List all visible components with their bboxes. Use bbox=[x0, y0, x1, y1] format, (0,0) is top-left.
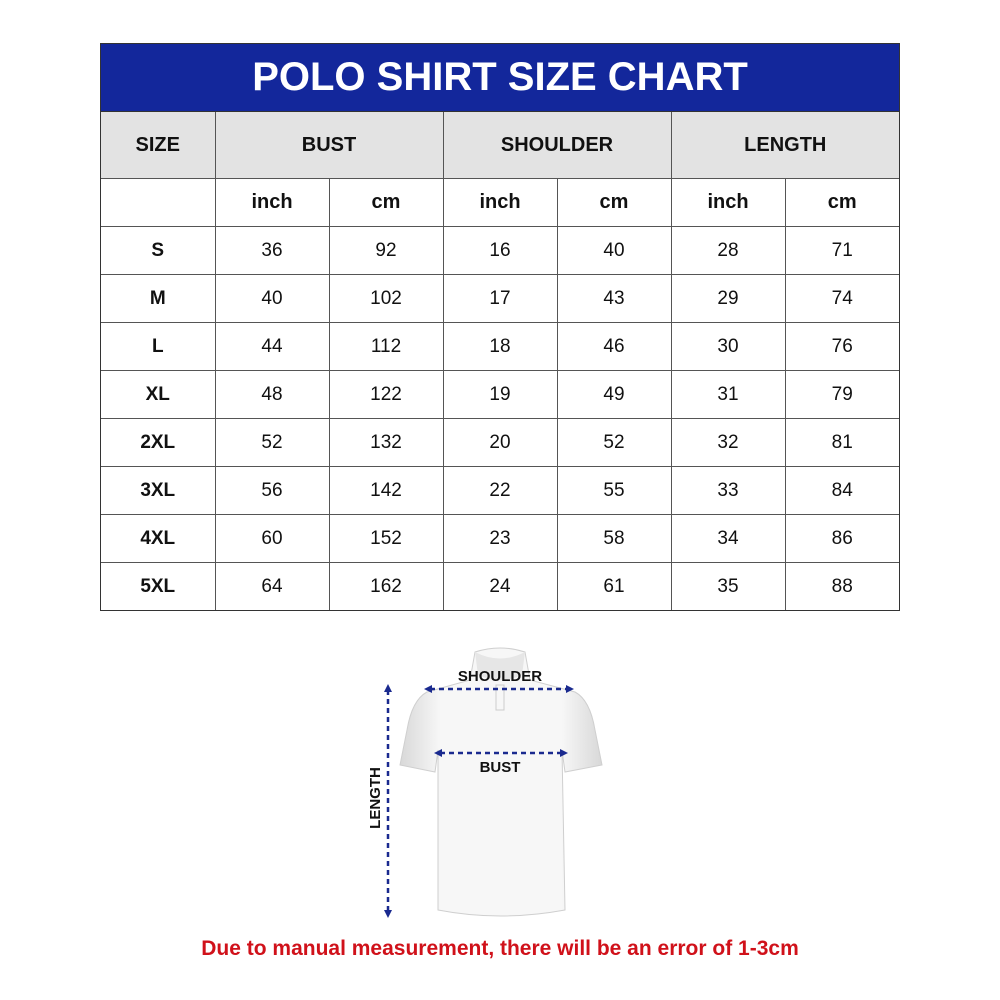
unit-blank bbox=[101, 178, 216, 227]
bust-label: BUST bbox=[480, 759, 521, 776]
unit-row: inch cm inch cm inch cm bbox=[101, 178, 899, 227]
value-cell: 162 bbox=[328, 562, 444, 610]
value-cell: 102 bbox=[328, 274, 444, 323]
value-cell: 76 bbox=[784, 322, 899, 371]
value-cell: 84 bbox=[784, 466, 899, 515]
unit-cell: cm bbox=[328, 178, 444, 227]
value-cell: 28 bbox=[670, 226, 786, 275]
value-cell: 86 bbox=[784, 514, 899, 563]
table-row: 3XL 56 142 22 55 33 84 bbox=[101, 466, 899, 515]
unit-cell: inch bbox=[442, 178, 558, 227]
value-cell: 61 bbox=[556, 562, 672, 610]
value-cell: 60 bbox=[214, 514, 330, 563]
shirt-diagram: SHOULDER BUST LENGTH bbox=[367, 647, 603, 918]
value-cell: 24 bbox=[442, 562, 558, 610]
value-cell: 52 bbox=[214, 418, 330, 467]
measurement-note: Due to manual measurement, there will be… bbox=[201, 937, 799, 960]
table-row: S 36 92 16 40 28 71 bbox=[101, 226, 899, 275]
table-row: 4XL 60 152 23 58 34 86 bbox=[101, 514, 899, 563]
value-cell: 40 bbox=[556, 226, 672, 275]
table-row: XL 48 122 19 49 31 79 bbox=[101, 370, 899, 419]
header-length: LENGTH bbox=[670, 112, 899, 179]
size-cell: L bbox=[101, 322, 216, 371]
value-cell: 88 bbox=[784, 562, 899, 610]
shirt-icon bbox=[399, 647, 603, 917]
value-cell: 152 bbox=[328, 514, 444, 563]
value-cell: 43 bbox=[556, 274, 672, 323]
unit-cell: inch bbox=[214, 178, 330, 227]
value-cell: 55 bbox=[556, 466, 672, 515]
value-cell: 44 bbox=[214, 322, 330, 371]
value-cell: 29 bbox=[670, 274, 786, 323]
size-cell: M bbox=[101, 274, 216, 323]
size-chart: POLO SHIRT SIZE CHART SIZE BUST SHOULDER… bbox=[100, 43, 900, 611]
value-cell: 22 bbox=[442, 466, 558, 515]
length-label: LENGTH bbox=[367, 767, 384, 829]
value-cell: 36 bbox=[214, 226, 330, 275]
value-cell: 30 bbox=[670, 322, 786, 371]
value-cell: 49 bbox=[556, 370, 672, 419]
header-row: SIZE BUST SHOULDER LENGTH bbox=[101, 112, 899, 179]
value-cell: 81 bbox=[784, 418, 899, 467]
header-size: SIZE bbox=[101, 112, 216, 179]
value-cell: 64 bbox=[214, 562, 330, 610]
unit-cell: inch bbox=[670, 178, 786, 227]
value-cell: 92 bbox=[328, 226, 444, 275]
value-cell: 20 bbox=[442, 418, 558, 467]
value-cell: 112 bbox=[328, 322, 444, 371]
unit-cell: cm bbox=[556, 178, 672, 227]
size-cell: XL bbox=[101, 370, 216, 419]
value-cell: 23 bbox=[442, 514, 558, 563]
size-table: SIZE BUST SHOULDER LENGTH inch cm inch c… bbox=[101, 112, 899, 610]
value-cell: 46 bbox=[556, 322, 672, 371]
shoulder-label: SHOULDER bbox=[458, 668, 542, 685]
value-cell: 132 bbox=[328, 418, 444, 467]
size-cell: 3XL bbox=[101, 466, 216, 515]
value-cell: 71 bbox=[784, 226, 899, 275]
value-cell: 122 bbox=[328, 370, 444, 419]
size-cell: S bbox=[101, 226, 216, 275]
value-cell: 58 bbox=[556, 514, 672, 563]
table-row: M 40 102 17 43 29 74 bbox=[101, 274, 899, 323]
value-cell: 52 bbox=[556, 418, 672, 467]
header-bust: BUST bbox=[214, 112, 444, 179]
value-cell: 74 bbox=[784, 274, 899, 323]
table-row: L 44 112 18 46 30 76 bbox=[101, 322, 899, 371]
value-cell: 35 bbox=[670, 562, 786, 610]
value-cell: 48 bbox=[214, 370, 330, 419]
size-cell: 4XL bbox=[101, 514, 216, 563]
size-cell: 5XL bbox=[101, 562, 216, 610]
value-cell: 56 bbox=[214, 466, 330, 515]
value-cell: 40 bbox=[214, 274, 330, 323]
chart-title: POLO SHIRT SIZE CHART bbox=[101, 44, 899, 112]
table-row: 2XL 52 132 20 52 32 81 bbox=[101, 418, 899, 467]
table-row: 5XL 64 162 24 61 35 88 bbox=[101, 562, 899, 610]
value-cell: 33 bbox=[670, 466, 786, 515]
value-cell: 31 bbox=[670, 370, 786, 419]
value-cell: 34 bbox=[670, 514, 786, 563]
unit-cell: cm bbox=[784, 178, 899, 227]
size-cell: 2XL bbox=[101, 418, 216, 467]
value-cell: 32 bbox=[670, 418, 786, 467]
value-cell: 18 bbox=[442, 322, 558, 371]
value-cell: 16 bbox=[442, 226, 558, 275]
value-cell: 19 bbox=[442, 370, 558, 419]
header-shoulder: SHOULDER bbox=[442, 112, 672, 179]
value-cell: 142 bbox=[328, 466, 444, 515]
value-cell: 79 bbox=[784, 370, 899, 419]
value-cell: 17 bbox=[442, 274, 558, 323]
